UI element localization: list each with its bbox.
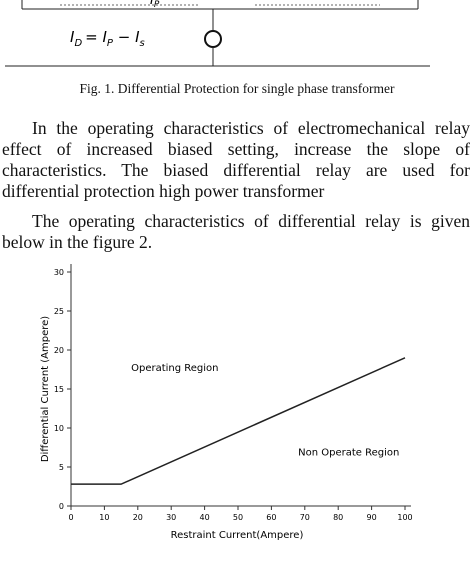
y-tick-label: 30 xyxy=(54,268,64,277)
line xyxy=(71,357,406,485)
x-tick-label: 90 xyxy=(367,513,377,522)
x-tick-label: 100 xyxy=(397,513,412,522)
y-tick-label: 10 xyxy=(54,424,64,433)
x-tick-label: 80 xyxy=(333,513,343,522)
x-tick-label: 10 xyxy=(99,513,109,522)
annotation: Non Operate Region xyxy=(298,447,399,458)
relay xyxy=(204,30,222,48)
annotation: Operating Region xyxy=(131,363,218,374)
figure1: IP ID = IP − Is xyxy=(5,0,430,67)
x-tick-label: 40 xyxy=(200,513,210,522)
x-tick-label: 50 xyxy=(233,513,243,522)
chart: 0 5 10 15 20 25 30 0 10 20 30 40 50 60 70 80 90 100 Operat… xyxy=(40,264,413,541)
text-line: differential protection high power trans… xyxy=(2,181,325,201)
y-tick-label: 15 xyxy=(54,385,64,394)
x-tick-label: 60 xyxy=(266,513,276,522)
y-tick-label: 0 xyxy=(59,502,64,511)
x-tick-label: 30 xyxy=(166,513,176,522)
text-line: The operating characteristics of differe… xyxy=(32,211,470,231)
y-tick-label: 5 xyxy=(59,463,64,472)
equation: ID = IP − Is xyxy=(70,28,145,49)
x-axis-label: Restraint Current(Ampere) xyxy=(171,530,304,541)
text-line: below in the figure 2. xyxy=(2,232,153,252)
text-line: characteristics. The biased differential… xyxy=(2,160,470,180)
text-line: In the operating characteristics of elec… xyxy=(32,118,470,138)
x-tick-label: 70 xyxy=(300,513,310,522)
text-line: effect of increased biased setting, incr… xyxy=(2,139,470,159)
y-tick-label: 20 xyxy=(54,346,64,355)
y-tick-label: 25 xyxy=(54,307,64,316)
x-tick-label: 0 xyxy=(68,513,73,522)
y-axis-label: Differential Current (Ampere) xyxy=(40,316,51,462)
caption: Fig. 1. Differential Protection for sing… xyxy=(79,81,395,96)
x-tick-label: 20 xyxy=(133,513,143,522)
label: IP xyxy=(150,0,160,10)
